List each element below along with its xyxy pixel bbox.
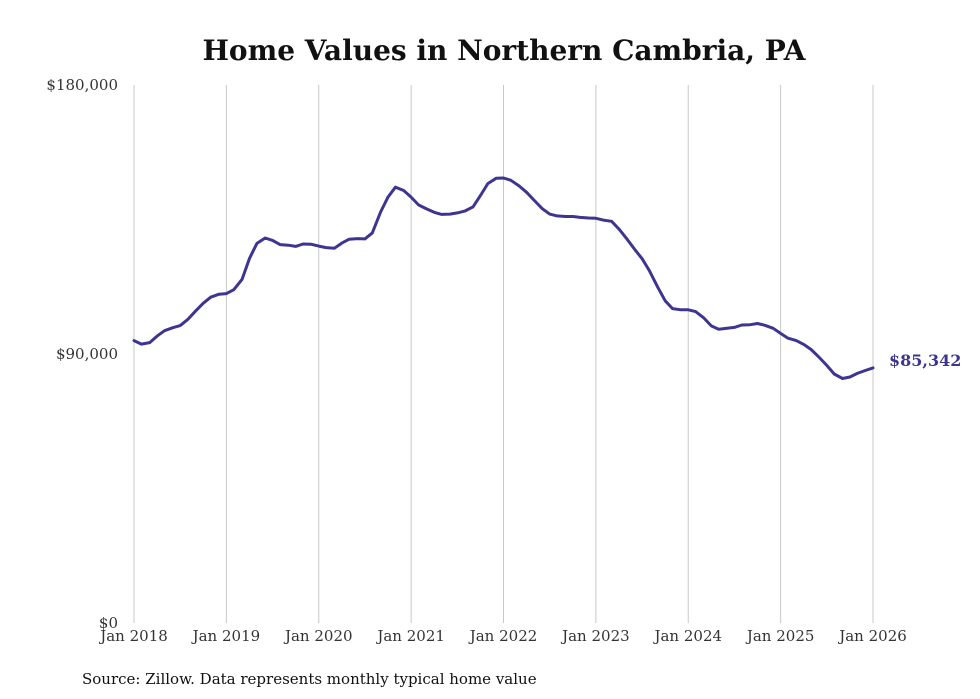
x-tick-label: Jan 2019 bbox=[191, 627, 261, 645]
x-tick-label: Jan 2020 bbox=[283, 627, 353, 645]
latest-value-label: $85,342 bbox=[889, 351, 961, 370]
x-tick-label: Jan 2025 bbox=[745, 627, 815, 645]
y-axis-ticks: $0 $90,000 $180,000 bbox=[46, 76, 118, 632]
x-tick-label: Jan 2024 bbox=[652, 627, 722, 645]
x-axis-ticks: Jan 2018 Jan 2019 Jan 2020 Jan 2021 Jan 2022… bbox=[98, 627, 907, 645]
y-tick-label: $0 bbox=[99, 614, 118, 632]
home-value-line bbox=[132, 176, 875, 380]
y-tick-label: $180,000 bbox=[46, 76, 118, 94]
x-tick-label: Jan 2023 bbox=[560, 627, 630, 645]
y-tick-label: $90,000 bbox=[56, 345, 118, 363]
x-tick-label: Jan 2026 bbox=[837, 627, 907, 645]
x-tick-label: Jan 2022 bbox=[468, 627, 538, 645]
gridlines bbox=[133, 85, 874, 623]
x-tick-label: Jan 2018 bbox=[98, 627, 168, 645]
chart-title: Home Values in Northern Cambria, PA bbox=[202, 34, 806, 67]
source-note: Source: Zillow. Data represents monthly … bbox=[82, 670, 537, 688]
x-tick-label: Jan 2021 bbox=[375, 627, 445, 645]
